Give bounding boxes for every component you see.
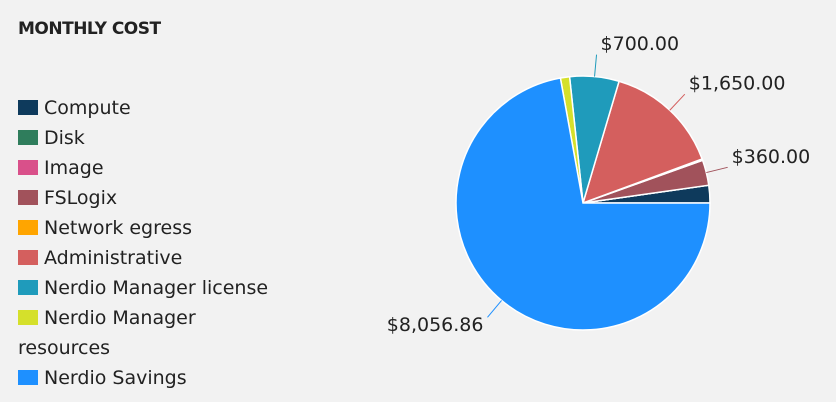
leader-line	[706, 166, 728, 174]
legend-swatch	[18, 220, 38, 235]
legend-swatch	[18, 100, 38, 115]
legend-swatch	[18, 280, 38, 295]
legend-label: Disk	[44, 127, 85, 149]
legend-label: Compute	[44, 97, 131, 119]
data-label: $700.00	[601, 33, 680, 55]
legend-item: Image	[18, 153, 288, 183]
legend-label: Nerdio Manager license	[44, 277, 269, 299]
legend-swatch	[18, 160, 38, 175]
legend-item: Nerdio Savings	[18, 363, 288, 393]
pie-slice	[581, 80, 704, 205]
chart-title: MONTHLY COST	[18, 19, 161, 39]
legend-swatch	[18, 370, 38, 385]
data-label: $8,056.86	[387, 314, 484, 336]
legend-label: Nerdio Savings	[44, 367, 187, 389]
legend-item: Administrative	[18, 243, 288, 273]
legend-label: FSLogix	[44, 187, 118, 209]
legend-label: Nerdio Manager resources	[18, 307, 196, 359]
legend-swatch	[18, 190, 38, 205]
data-label: $1,650.00	[689, 73, 786, 95]
data-label: $360.00	[732, 146, 811, 168]
legend-item: Disk	[18, 123, 288, 153]
legend-item: Nerdio Manager license	[18, 273, 288, 303]
leader-line	[487, 300, 502, 318]
legend-label: Network egress	[44, 217, 193, 239]
legend-label: Administrative	[44, 247, 183, 269]
leader-line	[669, 93, 686, 111]
legend-swatch	[18, 250, 38, 265]
legend-item: FSLogix	[18, 183, 288, 213]
legend-item: Network egress	[18, 213, 288, 243]
legend-label: Image	[44, 157, 104, 179]
leader-line	[594, 54, 598, 77]
legend-item: Compute	[18, 93, 288, 123]
legend: Compute Disk Image FSLogix Network egress Adm…	[18, 93, 288, 393]
legend-item: Nerdio Manager resources	[18, 303, 213, 363]
legend-swatch	[18, 130, 38, 145]
legend-swatch	[18, 310, 38, 325]
